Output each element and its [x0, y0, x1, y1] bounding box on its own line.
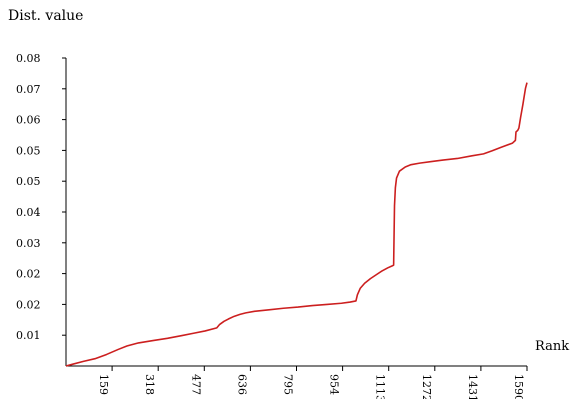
y-tick-label: 0.02	[16, 298, 41, 311]
y-tick-label: 0.05	[16, 144, 41, 157]
x-tick-label: 1113	[374, 374, 387, 399]
x-tick-label: 795	[282, 374, 295, 395]
x-tick-label: 954	[328, 374, 341, 395]
y-tick-label: 0.08	[16, 52, 41, 65]
y-tick-label: 0.02	[16, 268, 41, 281]
x-axis-ticks: 159 318 477 636 795 954 1113 1272 1431 1590	[97, 366, 528, 399]
x-tick-label: 1272	[420, 374, 433, 399]
y-tick-label: 0.01	[16, 329, 41, 342]
y-tick-label: 0.05	[16, 175, 41, 188]
x-axis-title: Rank	[535, 339, 569, 354]
y-tick-label: 0.07	[16, 83, 41, 96]
y-tick-label: 0.03	[16, 237, 41, 250]
x-tick-label: 636	[235, 374, 248, 395]
x-tick-label: 159	[97, 374, 110, 395]
series-line	[65, 82, 528, 367]
x-tick-label: 1431	[466, 374, 479, 399]
x-tick-label: 477	[189, 374, 202, 395]
y-axis-title: Dist. value	[8, 8, 83, 24]
y-tick-label: 0.06	[16, 114, 41, 127]
y-axis-ticks: 0.08 0.07 0.06 0.05 0.05 0.04 0.03 0.02 0.02 0.01	[16, 52, 66, 342]
y-tick-label: 0.04	[16, 206, 41, 219]
x-tick-label: 1590	[512, 374, 525, 399]
x-tick-label: 318	[143, 374, 156, 395]
series-layer	[65, 82, 528, 367]
